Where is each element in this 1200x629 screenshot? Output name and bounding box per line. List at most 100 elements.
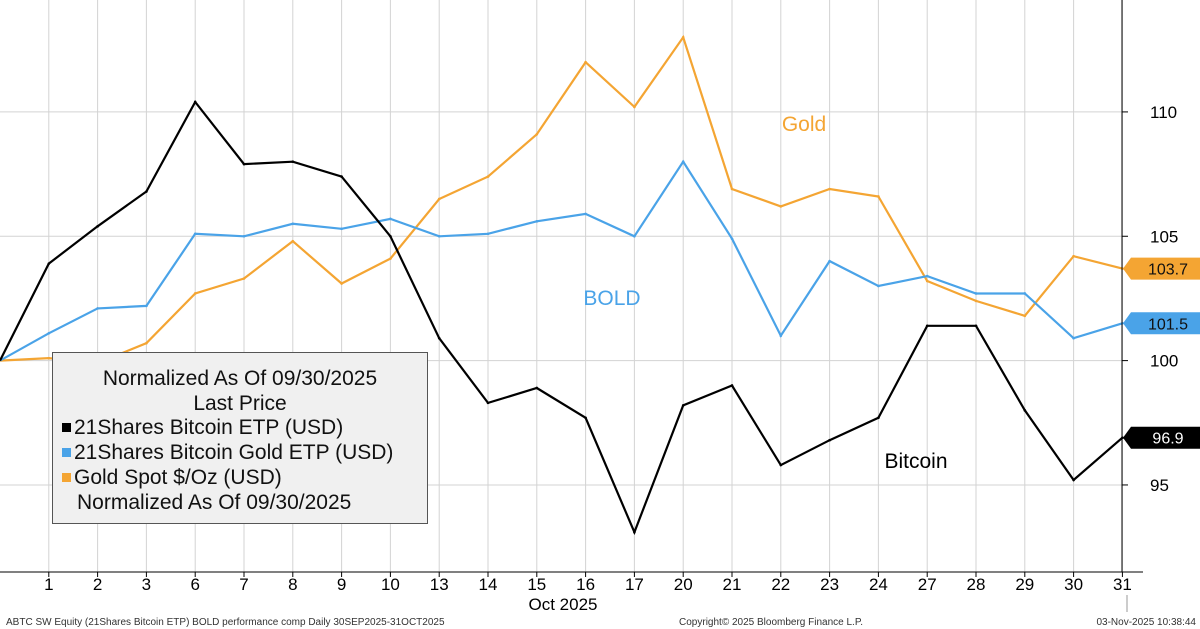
data-point-bitcoin-9: [340, 175, 343, 178]
x-tick-label-28: 28: [967, 575, 986, 594]
data-point-gold-29: [1023, 314, 1027, 318]
data-point-bitcoin-3: [145, 190, 148, 193]
data-point-bitcoin-14: [486, 401, 490, 405]
legend-item-bold: 21Shares Bitcoin Gold ETP (USD): [62, 440, 393, 466]
x-tick-label-13: 13: [430, 575, 449, 594]
data-point-bitcoin-1: [47, 262, 51, 265]
legend-label-bold: 21Shares Bitcoin Gold ETP (USD): [74, 441, 394, 464]
y-tick-label-110: 110: [1150, 103, 1177, 122]
data-point-bitcoin-27: [925, 324, 929, 328]
legend-swatch-gold: [62, 473, 71, 482]
last-value-label-gold: 103.7: [1148, 262, 1188, 279]
x-tick-label-16: 16: [576, 575, 595, 594]
data-point-gold-30: [1072, 254, 1075, 258]
data-point-bold-6: [193, 232, 197, 236]
footer-source: ABTC SW Equity (21Shares Bitcoin ETP) BO…: [6, 617, 445, 628]
x-tick-label-8: 8: [288, 575, 297, 594]
series-labels: Gold BOLD Bitcoin 96.9 101.5 103.7: [583, 113, 1200, 473]
data-point-bitcoin-15: [535, 386, 539, 390]
legend-title: Normalized As Of 09/30/2025: [102, 367, 378, 390]
data-point-gold-3: [145, 341, 148, 345]
x-tick-label-9: 9: [337, 575, 346, 594]
y-tick-label-100: 100: [1150, 352, 1178, 371]
data-point-bold-27: [925, 274, 929, 278]
x-tick-label-29: 29: [1015, 575, 1034, 594]
last-value-tag-bold: [1123, 312, 1200, 335]
data-point-bold-8: [291, 222, 295, 226]
data-point-bold-7: [242, 234, 246, 238]
last-value-label-bold: 101.5: [1148, 316, 1188, 333]
x-tick-label-23: 23: [820, 575, 839, 594]
series-label-bold: BOLD: [583, 287, 640, 310]
last-value-label-bitcoin: 96.9: [1152, 431, 1183, 448]
legend-label-bitcoin: 21Shares Bitcoin ETP (USD): [74, 416, 344, 439]
y-tick-label-105: 105: [1150, 227, 1178, 246]
data-point-bold-16: [584, 212, 587, 216]
data-point-bold-1: [47, 331, 51, 335]
data-point-bold-23: [828, 259, 831, 263]
data-point-bitcoin-10: [389, 234, 392, 238]
series-line-gold: [0, 34, 1123, 365]
x-tick-label-1: 1: [44, 575, 53, 594]
data-point-bitcoin-6: [193, 100, 197, 104]
data-point-gold-21: [730, 187, 734, 191]
data-point-gold-7: [242, 277, 246, 280]
series-label-bitcoin: Bitcoin: [884, 450, 947, 473]
data-point-gold-6: [193, 292, 197, 295]
data-point-bitcoin-21: [730, 384, 734, 387]
x-tick-label-6: 6: [190, 575, 199, 594]
data-point-bitcoin-16: [584, 416, 587, 420]
data-point-bitcoin-29: [1023, 409, 1027, 412]
last-value-tag-bitcoin: [1123, 426, 1200, 449]
x-tick-label-30: 30: [1064, 575, 1083, 594]
data-point-bold-30: [1072, 336, 1075, 340]
x-tick-label-10: 10: [381, 575, 400, 594]
x-axis-title: Oct 2025: [529, 595, 598, 614]
x-tick-label-22: 22: [771, 575, 790, 594]
series-line-bitcoin: [0, 100, 1124, 536]
data-point-gold-16: [584, 60, 587, 64]
data-point-bitcoin-13: [437, 336, 441, 340]
data-point-bitcoin-17: [633, 530, 636, 534]
x-tick-label-20: 20: [674, 575, 693, 594]
data-point-bitcoin-28: [974, 324, 978, 328]
data-point-bitcoin-23: [828, 438, 831, 442]
data-point-gold-13: [437, 197, 441, 201]
data-point-bold-22: [779, 334, 783, 338]
data-point-bitcoin-24: [877, 416, 880, 420]
data-point-bold-15: [535, 220, 539, 223]
legend-subtitle: Last Price: [193, 392, 287, 415]
legend-swatch-bitcoin: [62, 423, 71, 432]
data-point-bold-10: [389, 217, 392, 221]
data-point-bitcoin-30: [1072, 478, 1075, 482]
data-point-gold-1: [47, 356, 51, 360]
data-point-gold-22: [779, 205, 783, 208]
legend-label-gold: Gold Spot $/Oz (USD): [74, 466, 282, 489]
x-tick-label-7: 7: [239, 575, 248, 594]
series-label-gold: Gold: [782, 113, 826, 136]
data-point-bold-13: [437, 234, 441, 238]
data-point-bold-3: [145, 304, 148, 308]
x-tick-label-21: 21: [723, 575, 742, 594]
data-point-bold-29: [1023, 292, 1027, 295]
legend-item-bitcoin: 21Shares Bitcoin ETP (USD): [62, 415, 343, 441]
axes: 1 2 3 6 7 8 9 10 13 14 15 16 17 20 21 22 23 24 27 28 29 30 319…: [0, 0, 1178, 612]
data-point-bitcoin-22: [779, 463, 783, 467]
data-point-gold-14: [486, 175, 490, 178]
data-point-bold-20: [681, 160, 685, 163]
x-tick-label-14: 14: [479, 575, 498, 594]
x-tick-label-15: 15: [527, 575, 546, 594]
legend-item-gold: Gold Spot $/Oz (USD): [62, 465, 282, 491]
x-tick-label-3: 3: [142, 575, 151, 594]
x-tick-label-27: 27: [918, 575, 937, 594]
data-point-bold-17: [633, 234, 636, 238]
series-line-bold: [0, 159, 1123, 362]
data-point-gold-17: [633, 105, 636, 109]
last-value-tag-gold: [1123, 257, 1200, 280]
x-tick-label-24: 24: [869, 575, 888, 594]
data-point-bitcoin-8: [291, 160, 295, 163]
data-point-gold-28: [974, 299, 978, 303]
data-point-bold-28: [974, 292, 978, 295]
series-lines: [0, 34, 1124, 536]
